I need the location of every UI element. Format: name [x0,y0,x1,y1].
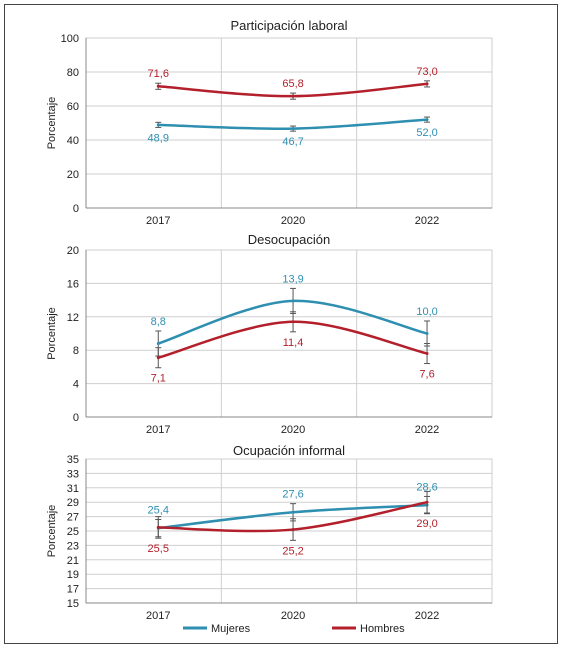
data-point-hombres [156,356,160,360]
data-label-hombres: 7,6 [419,369,434,381]
data-label-mujeres: 27,6 [282,489,303,501]
x-tick-label: 2017 [146,215,170,227]
data-label-mujeres: 48,9 [148,132,169,144]
data-label-mujeres: 13,9 [282,273,303,285]
data-point-mujeres [291,510,295,514]
x-tick-label: 2020 [281,424,305,436]
y-tick-label: 40 [67,135,79,147]
y-tick-label: 80 [67,67,79,79]
data-label-mujeres: 25,4 [148,504,169,516]
figure-frame: Participación laboral 0 20 40 60 80 100 2017 202… [4,4,558,644]
x-tick-label: 2022 [415,610,439,622]
data-label-mujeres: 46,7 [282,136,303,148]
y-axis-label: Porcentaje [46,97,58,150]
chart-panel-1: Participación laboral 0 20 40 60 80 100 2017 202… [46,18,493,227]
y-tick-label: 100 [61,33,79,45]
x-tick-label: 2017 [146,610,170,622]
data-point-mujeres [291,127,295,131]
y-tick-label: 16 [67,278,79,290]
y-tick-label: 4 [73,379,79,391]
legend-label-mujeres: Mujeres [211,623,251,635]
data-point-hombres [156,525,160,529]
data-point-hombres [425,352,429,356]
chart-panel-3: Ocupación informal 15 17 19 21 23 25 27 29 31 33 35… [46,443,493,622]
chart-title: Desocupación [248,232,330,247]
data-point-mujeres [425,118,429,122]
chart-title: Participación laboral [230,18,347,33]
data-label-mujeres: 28,6 [416,481,437,493]
y-axis-label: Porcentaje [46,505,58,558]
y-tick-label: 25 [67,526,79,538]
data-label-hombres: 25,2 [282,545,303,557]
data-label-hombres: 71,6 [148,68,169,80]
y-tick-label: 31 [67,483,79,495]
y-tick-label: 23 [67,540,79,552]
data-point-mujeres [156,123,160,127]
legend-label-hombres: Hombres [360,623,405,635]
x-tick-label: 2020 [281,215,305,227]
data-label-mujeres: 10,0 [416,306,437,318]
x-tick-label: 2020 [281,610,305,622]
x-tick-label: 2022 [415,424,439,436]
data-point-hombres [291,94,295,98]
data-point-hombres [291,528,295,532]
data-point-mujeres [156,342,160,346]
y-tick-label: 20 [67,245,79,257]
y-tick-label: 8 [73,345,79,357]
data-label-hombres: 73,0 [416,66,437,78]
data-label-mujeres: 52,0 [416,127,437,139]
y-tick-label: 17 [67,584,79,596]
data-point-hombres [291,320,295,324]
data-label-hombres: 11,4 [283,337,304,349]
data-point-mujeres [291,299,295,303]
y-tick-label: 20 [67,169,79,181]
y-tick-label: 27 [67,512,79,524]
data-point-mujeres [425,332,429,335]
y-tick-label: 0 [73,203,79,215]
y-tick-label: 12 [67,312,79,324]
y-axis-label: Porcentaje [46,307,58,360]
y-tick-label: 21 [67,555,79,567]
y-tick-label: 19 [67,569,79,581]
plot-area [85,37,493,209]
data-label-hombres: 7,1 [151,373,166,385]
data-label-hombres: 29,0 [416,518,437,530]
legend: Mujeres Hombres [183,623,405,635]
y-tick-label: 35 [67,454,79,466]
y-tick-label: 60 [67,101,79,113]
data-label-hombres: 65,8 [282,78,303,90]
data-point-hombres [156,84,160,88]
y-tick-label: 0 [73,412,79,424]
data-label-mujeres: 8,8 [151,316,166,328]
x-tick-label: 2022 [415,215,439,227]
data-label-hombres: 25,5 [148,543,169,555]
x-tick-label: 2017 [146,424,170,436]
chart-title: Ocupación informal [233,443,345,458]
y-tick-label: 33 [67,468,79,480]
data-point-hombres [425,500,429,504]
data-point-hombres [425,82,429,86]
y-tick-label: 29 [67,497,79,509]
chart-panel-2: Desocupación 0 4 8 12 16 20 2017 2020 2022 Porcent… [46,232,493,436]
y-tick-label: 15 [67,598,79,610]
